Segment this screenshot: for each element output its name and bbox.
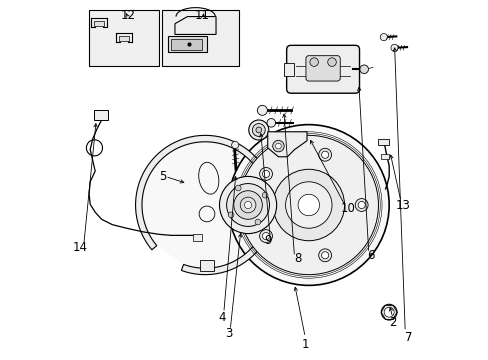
Text: 7: 7: [404, 331, 412, 344]
Bar: [89, 10, 159, 66]
Circle shape: [318, 249, 331, 262]
Circle shape: [233, 191, 262, 219]
Circle shape: [354, 199, 367, 211]
Circle shape: [272, 169, 344, 241]
Text: 12: 12: [121, 9, 136, 22]
Text: 5: 5: [158, 170, 166, 183]
Bar: [94, 110, 108, 120]
Circle shape: [384, 307, 393, 317]
Bar: [378, 139, 388, 145]
Circle shape: [262, 170, 269, 177]
Circle shape: [262, 192, 267, 198]
Circle shape: [235, 185, 241, 191]
Polygon shape: [175, 17, 216, 35]
Circle shape: [255, 127, 261, 133]
Text: 6: 6: [367, 248, 374, 261]
FancyBboxPatch shape: [286, 45, 359, 93]
Polygon shape: [142, 142, 268, 268]
Text: 14: 14: [73, 241, 87, 255]
Circle shape: [219, 176, 276, 234]
Bar: [94, 21, 104, 26]
Circle shape: [275, 143, 281, 149]
Polygon shape: [267, 132, 306, 157]
Text: 8: 8: [294, 252, 301, 265]
Circle shape: [321, 151, 328, 158]
Text: 4: 4: [218, 311, 225, 324]
Bar: [119, 36, 129, 41]
Text: 1: 1: [301, 338, 308, 351]
Polygon shape: [167, 36, 207, 52]
Circle shape: [226, 184, 269, 226]
Circle shape: [240, 197, 255, 213]
Bar: [171, 39, 202, 50]
Polygon shape: [200, 260, 214, 271]
Circle shape: [272, 140, 284, 152]
Polygon shape: [135, 135, 274, 275]
Ellipse shape: [198, 162, 219, 194]
Circle shape: [199, 206, 214, 222]
Circle shape: [248, 120, 268, 140]
Circle shape: [327, 58, 336, 66]
Circle shape: [318, 148, 331, 161]
Circle shape: [262, 233, 269, 240]
Circle shape: [239, 135, 378, 275]
Circle shape: [231, 141, 238, 149]
Text: 3: 3: [224, 327, 232, 340]
Circle shape: [257, 105, 267, 115]
Circle shape: [357, 202, 365, 208]
Circle shape: [285, 182, 331, 228]
Circle shape: [252, 123, 264, 136]
Bar: [192, 234, 201, 241]
Text: 10: 10: [340, 202, 355, 215]
Text: 13: 13: [395, 198, 410, 212]
Circle shape: [266, 118, 275, 127]
Circle shape: [390, 44, 397, 51]
Text: 2: 2: [388, 316, 396, 329]
Bar: [162, 10, 239, 66]
Circle shape: [244, 202, 251, 208]
Text: 11: 11: [194, 9, 209, 22]
Circle shape: [259, 230, 272, 243]
Circle shape: [228, 125, 388, 285]
Circle shape: [255, 219, 260, 225]
Bar: [283, 63, 293, 76]
Text: 9: 9: [264, 234, 271, 247]
Circle shape: [359, 65, 367, 73]
Bar: [380, 154, 388, 159]
Circle shape: [228, 212, 233, 218]
Circle shape: [321, 252, 328, 259]
Circle shape: [380, 33, 386, 41]
Circle shape: [381, 304, 396, 320]
Circle shape: [298, 194, 319, 216]
Circle shape: [309, 58, 318, 66]
Circle shape: [259, 167, 272, 180]
FancyBboxPatch shape: [305, 56, 340, 81]
